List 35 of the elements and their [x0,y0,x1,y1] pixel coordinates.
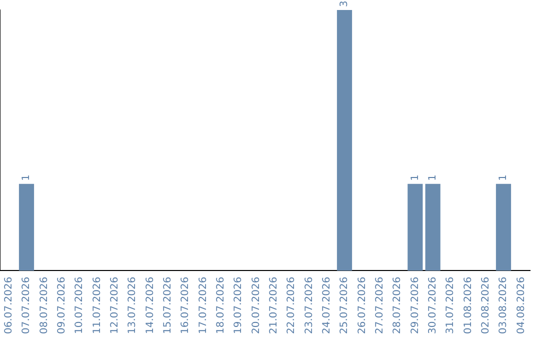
x-tick-label: 09.07.2026 [56,276,68,334]
x-tick-label: 11.07.2026 [92,276,103,334]
x-tick-label: 18.07.2026 [215,276,226,334]
x-tick-label: 08.07.2026 [38,276,50,334]
x-tick-label: 24.07.2026 [321,276,332,334]
x-tick-label: 26.07.2026 [356,276,368,334]
x-tick-label: 16.07.2026 [180,276,192,334]
x-tick-label: 22.07.2026 [286,276,298,334]
x-tick-label: 21.07.2026 [268,276,280,334]
x-tick-label: 12.07.2026 [109,276,120,334]
x-tick-label: 31.07.2026 [445,276,456,334]
x-tick-label: 25.07.2026 [339,276,350,334]
x-tick-label: 20.07.2026 [250,276,262,334]
x-tick-label: 27.07.2026 [374,276,386,334]
x-tick-label: 13.07.2026 [127,276,138,334]
x-tick-label: 29.07.2026 [410,276,421,334]
x-tick-label: 10.07.2026 [74,276,86,334]
x-tick-label: 17.07.2026 [198,276,209,334]
data-label: 1 [498,174,510,181]
data-label: 1 [410,174,421,181]
x-tick-label: 15.07.2026 [162,276,174,334]
x-tick-label: 23.07.2026 [304,276,315,334]
data-label: 1 [21,174,32,181]
x-tick-label: 30.07.2026 [427,276,438,334]
x-tick-label: 06.07.2026 [3,276,14,334]
x-tick-label: 01.08.2026 [462,276,474,334]
x-tick-label: 03.08.2026 [498,276,510,334]
x-tick-label: 19.07.2026 [233,276,244,334]
x-tick-label: 02.08.2026 [480,276,492,334]
x-tick-label: 14.07.2026 [144,276,156,334]
data-label: 3 [339,0,350,7]
x-tick-label: 28.07.2026 [392,276,404,334]
x-tick-label: 07.07.2026 [21,276,32,334]
data-label: 1 [427,174,438,181]
x-tick-label: 04.08.2026 [516,276,527,334]
